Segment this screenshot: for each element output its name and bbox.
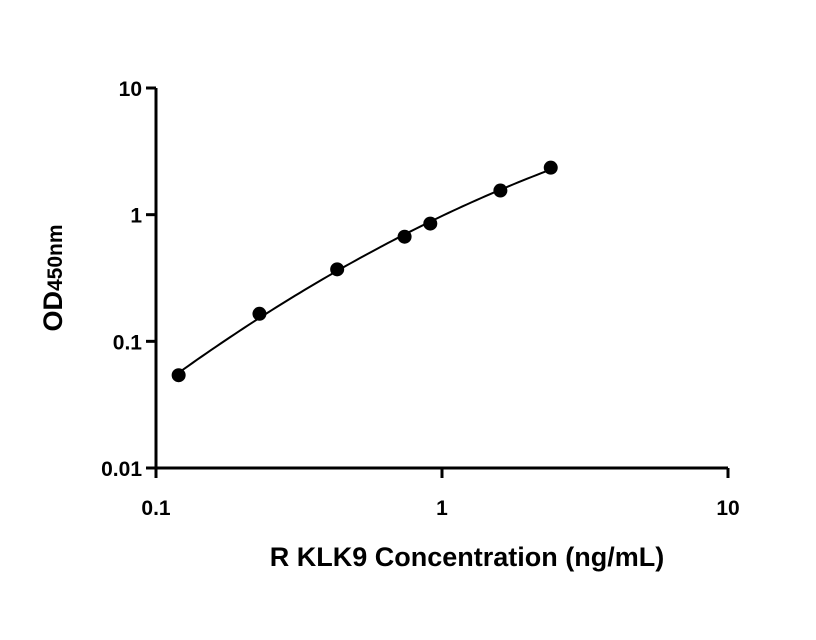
tick-labels: 0.1 1 10 0.01 0.1 1 10	[101, 78, 740, 520]
y-axis-title-main: OD	[38, 291, 68, 332]
x-axis-title: R KLK9 Concentration (ng/mL)	[270, 542, 664, 572]
data-points	[171, 160, 558, 383]
y-axis-title: OD450nm	[38, 224, 68, 331]
ticks	[146, 86, 730, 478]
data-point	[330, 262, 345, 277]
y-tick-label: 0.01	[101, 458, 142, 481]
x-tick-label: 0.1	[141, 497, 171, 520]
data-point	[171, 368, 186, 383]
y-tick-label: 0.1	[113, 331, 143, 354]
y-tick-label: 10	[119, 78, 142, 101]
fit-curve	[178, 168, 552, 374]
data-point	[493, 183, 508, 198]
x-tick-label: 1	[436, 497, 448, 520]
x-tick-label: 10	[716, 497, 739, 520]
y-tick-label: 1	[130, 205, 142, 228]
data-point	[252, 306, 267, 321]
axes	[154, 88, 728, 470]
data-point	[397, 229, 412, 244]
data-point	[543, 160, 558, 175]
y-axis-title-sub: 450nm	[44, 224, 67, 291]
data-point	[423, 216, 438, 231]
